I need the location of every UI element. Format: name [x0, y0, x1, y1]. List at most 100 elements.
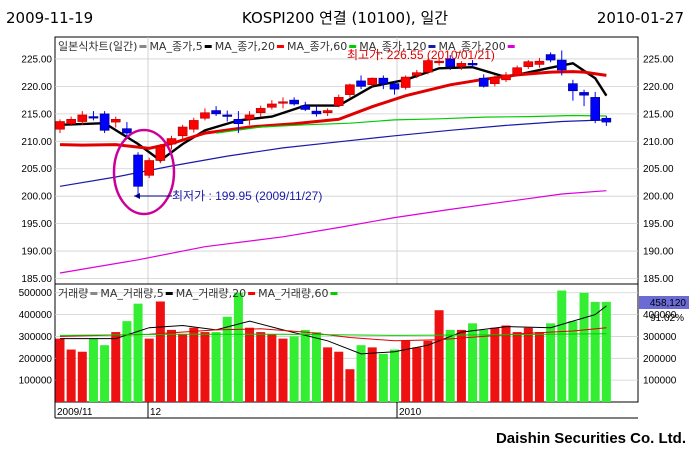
candle-body	[144, 160, 154, 176]
candle-body	[367, 77, 378, 86]
volume-bar	[557, 290, 567, 402]
volume-ytick-label-right: 300000	[643, 332, 677, 343]
candle-body	[356, 80, 366, 87]
candle-body	[267, 103, 277, 108]
candle	[189, 117, 199, 133]
candle	[512, 65, 522, 77]
candle-body	[322, 110, 333, 114]
volume-bar	[122, 321, 132, 402]
volume-bar	[378, 353, 388, 402]
volume-ytick-label: 100000	[19, 376, 53, 387]
candle-body	[122, 128, 132, 134]
candle-body	[133, 154, 143, 187]
candle-body	[311, 110, 322, 115]
volume-bar	[200, 332, 210, 402]
header-start-date: 2009-11-19	[6, 9, 93, 27]
candle-body	[110, 119, 121, 123]
volume-bar	[456, 329, 466, 402]
volume-bar	[579, 292, 589, 402]
volume-bar	[222, 316, 232, 402]
legend-label: MA_거래량,5	[100, 287, 163, 300]
candle	[389, 80, 400, 95]
candle	[445, 55, 456, 70]
volume-bar	[490, 327, 500, 402]
candle	[311, 105, 322, 117]
legend-label: MA_종가,60	[287, 40, 347, 53]
volume-bar	[512, 332, 522, 402]
volume-bar	[568, 321, 578, 402]
candle	[579, 89, 589, 107]
volume-bar	[590, 301, 600, 402]
candle-body	[300, 105, 311, 110]
legend-swatch	[165, 292, 173, 295]
candle	[378, 75, 389, 90]
volume-bar	[66, 349, 76, 402]
volume-bar	[155, 301, 165, 402]
volume-percent: 91.02%	[650, 313, 684, 324]
candle-body	[523, 61, 534, 67]
candle	[122, 122, 132, 137]
candle	[501, 72, 511, 83]
volume-ytick-label: 500000	[19, 288, 53, 299]
price-ytick-label: 225.00	[21, 54, 52, 65]
volume-bar	[300, 329, 310, 402]
candle	[233, 111, 244, 134]
candle-body	[378, 77, 389, 84]
candle-body	[345, 84, 355, 95]
candle	[478, 74, 489, 88]
price-ytick-label: 210.00	[21, 137, 52, 148]
candle-body	[200, 112, 210, 119]
candle	[534, 57, 545, 68]
candle-body	[445, 58, 456, 67]
header-end-date: 2010-01-27	[597, 9, 684, 27]
candle	[166, 135, 177, 150]
volume-bar	[546, 323, 556, 402]
volume-moving-averages	[59, 305, 607, 355]
volume-ytick-label: 300000	[19, 332, 53, 343]
candle-body	[244, 114, 255, 120]
candle	[55, 119, 65, 134]
price-ytick-label: 195.00	[21, 219, 52, 230]
candle	[601, 116, 612, 126]
candle-body	[478, 77, 489, 87]
candle-body	[568, 83, 578, 92]
volume-bar	[144, 338, 154, 402]
volume-bar	[390, 349, 399, 402]
volume-ytick-label: 400000	[19, 310, 53, 321]
candle-body	[55, 121, 65, 130]
legend-swatch	[349, 45, 357, 48]
candle-body	[289, 99, 299, 105]
price-yaxis: 225.00 225.00 220.00 220.00 215.00 215.00 210.…	[21, 54, 674, 285]
candle-body	[278, 101, 288, 104]
candle	[423, 58, 433, 75]
candle	[144, 157, 154, 179]
volume-ytick-label-right: 200000	[643, 354, 677, 365]
candle-body	[222, 114, 233, 117]
candle-body	[77, 114, 88, 122]
candle-body	[579, 92, 589, 96]
candle-body	[333, 97, 344, 106]
volume-bar	[133, 303, 143, 402]
x-label-12: 12	[150, 407, 162, 418]
candle	[110, 116, 121, 128]
candle-body	[255, 108, 266, 114]
legend-swatch	[330, 292, 338, 295]
price-ytick-label-right: 185.00	[643, 274, 674, 285]
candle-body	[545, 54, 556, 61]
volume-ytick-label-right: 400000	[643, 310, 677, 321]
legend-label: MA_거래량,60	[258, 287, 328, 300]
candle	[211, 106, 221, 117]
candle-body	[177, 126, 188, 137]
candle	[523, 60, 534, 69]
legend-swatch	[204, 45, 212, 48]
volume-ytick-label-right: 100000	[643, 376, 677, 387]
candle	[467, 60, 478, 68]
candle	[590, 91, 601, 124]
legend-label: MA_종가,20	[215, 40, 275, 53]
volume-bar	[412, 347, 422, 402]
candle-body	[166, 138, 177, 145]
price-ytick-label: 185.00	[21, 274, 52, 285]
volume-bar	[479, 329, 489, 402]
price-ytick-label: 220.00	[21, 82, 52, 93]
